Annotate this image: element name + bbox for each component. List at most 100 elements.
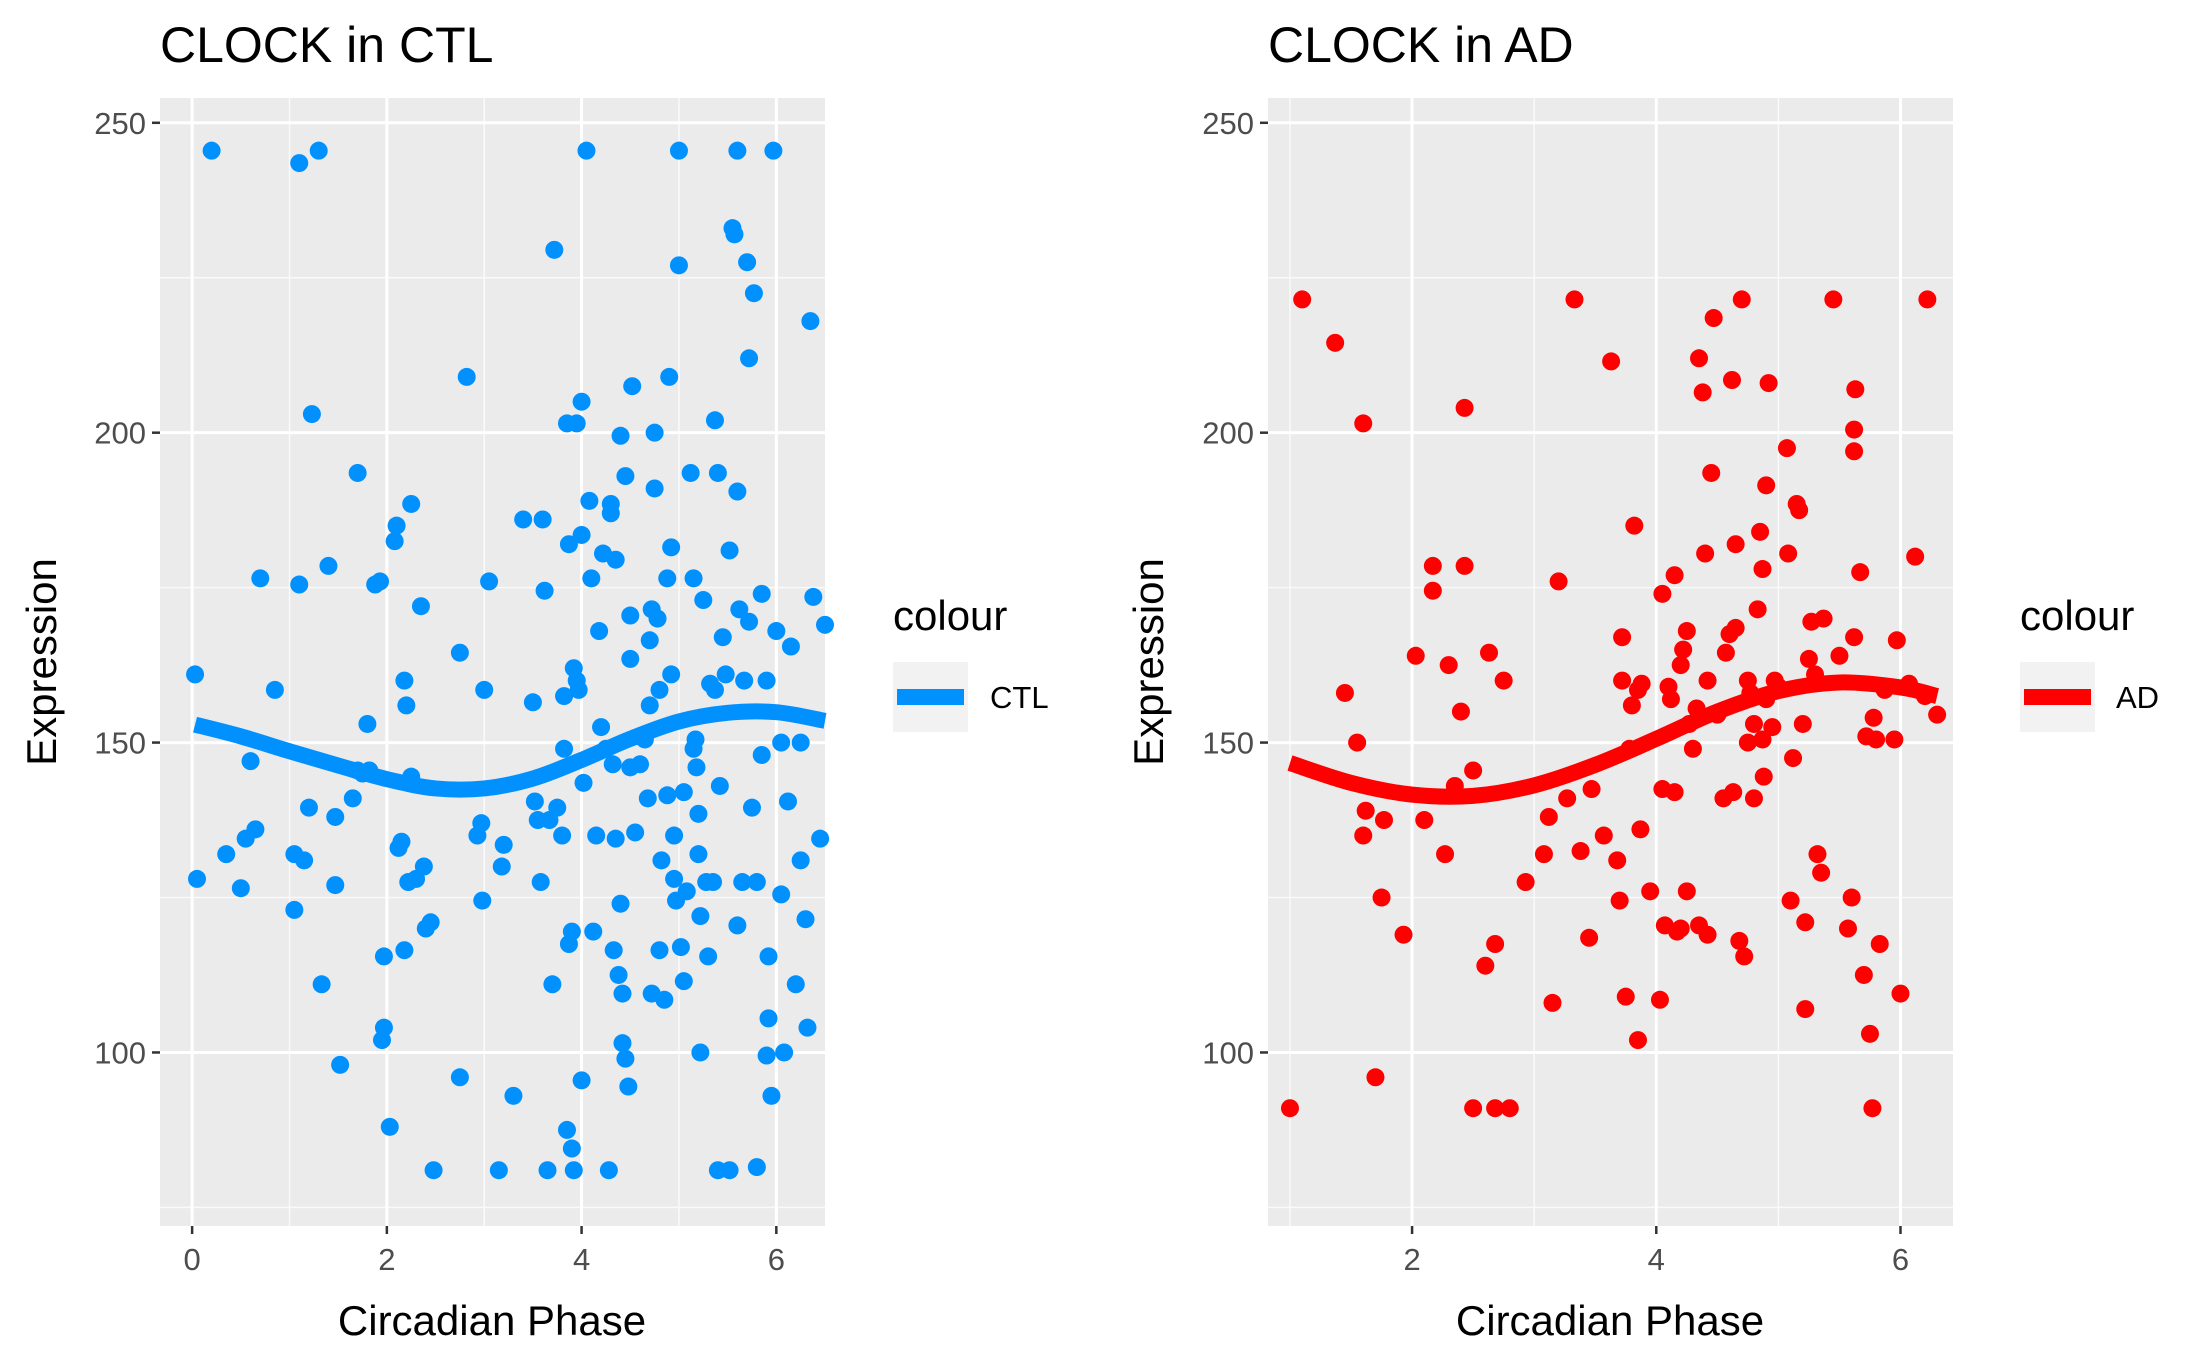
data-point [691, 907, 710, 926]
data-point [1571, 842, 1590, 861]
data-point [241, 752, 260, 771]
data-point [475, 680, 494, 699]
data-point [1594, 826, 1613, 845]
data-point [450, 1068, 469, 1087]
data-point [811, 829, 830, 848]
data-point [686, 730, 705, 749]
x-axis-title: Circadian Phase [338, 1297, 646, 1344]
y-tick-label: 200 [1202, 416, 1254, 451]
data-point [781, 637, 800, 656]
data-point [1354, 826, 1373, 845]
data-point [1632, 674, 1651, 693]
data-point [397, 696, 416, 715]
data-point [1753, 560, 1772, 579]
data-point [1763, 718, 1782, 737]
data-point [1812, 863, 1831, 882]
data-point [395, 671, 414, 690]
data-point [786, 975, 805, 994]
data-point [567, 414, 586, 433]
data-point [1326, 333, 1345, 352]
data-point [740, 612, 759, 631]
data-point [705, 411, 724, 430]
data-point [752, 584, 771, 603]
legend-key-point [2050, 690, 2064, 704]
data-point [1698, 925, 1717, 944]
data-point [371, 572, 390, 591]
data-point [623, 377, 642, 396]
data-point [704, 873, 723, 892]
data-point [1845, 420, 1864, 439]
data-point [525, 792, 544, 811]
data-point [660, 367, 679, 386]
data-point [523, 693, 542, 712]
data-point [326, 876, 345, 895]
data-point [395, 941, 414, 960]
data-point [555, 739, 574, 758]
y-tick-label: 100 [1202, 1035, 1254, 1070]
data-point [1415, 811, 1434, 830]
data-point [569, 680, 588, 699]
data-point [759, 1009, 778, 1028]
x-tick-label: 4 [573, 1242, 590, 1277]
data-point [309, 141, 328, 160]
data-point [1280, 1099, 1299, 1118]
data-point [1608, 851, 1627, 870]
data-point [385, 532, 404, 551]
data-point [504, 1086, 523, 1105]
data-point [1851, 563, 1870, 582]
legend-label: CTL [990, 680, 1049, 715]
data-point [640, 631, 659, 650]
data-point [295, 851, 314, 870]
data-point [1549, 572, 1568, 591]
legend-key-point [923, 690, 937, 704]
data-point [1793, 714, 1812, 733]
data-point [1486, 1099, 1505, 1118]
data-point [473, 891, 492, 910]
data-point [584, 922, 603, 941]
data-point [708, 463, 727, 482]
data-point [492, 857, 511, 876]
data-point [543, 975, 562, 994]
data-point [380, 1117, 399, 1136]
data-point [1726, 535, 1745, 554]
data-point [1867, 730, 1886, 749]
data-point [613, 1034, 632, 1053]
data-point [662, 538, 681, 557]
data-point [626, 823, 645, 842]
data-point [747, 873, 766, 892]
data-point [1665, 566, 1684, 585]
chart-title: CLOCK in AD [1268, 17, 1574, 73]
data-point [1845, 628, 1864, 647]
data-point [775, 1043, 794, 1062]
data-point [319, 556, 338, 575]
y-axis-title: Expression [18, 558, 65, 766]
data-point [1842, 888, 1861, 907]
data-point [609, 965, 628, 984]
data-point [1730, 931, 1749, 950]
data-point [677, 882, 696, 901]
data-point [1790, 501, 1809, 520]
data-point [665, 869, 684, 888]
data-point [1918, 290, 1937, 309]
data-point [1744, 789, 1763, 808]
data-point [621, 606, 640, 625]
data-point [757, 671, 776, 690]
data-point [285, 900, 304, 919]
data-point [1661, 690, 1680, 709]
panel-background [160, 98, 825, 1226]
data-point [691, 1043, 710, 1062]
data-points [186, 141, 834, 1180]
data-point [514, 510, 533, 529]
legend: colour AD [2020, 592, 2159, 732]
data-point [674, 972, 693, 991]
data-point [772, 733, 791, 752]
data-point [796, 910, 815, 929]
data-point [1436, 845, 1455, 864]
data-point [562, 922, 581, 941]
data-point [290, 154, 309, 173]
data-point [553, 826, 572, 845]
data-point [1348, 733, 1367, 752]
x-tick-label: 6 [768, 1242, 785, 1277]
data-point [559, 535, 578, 554]
